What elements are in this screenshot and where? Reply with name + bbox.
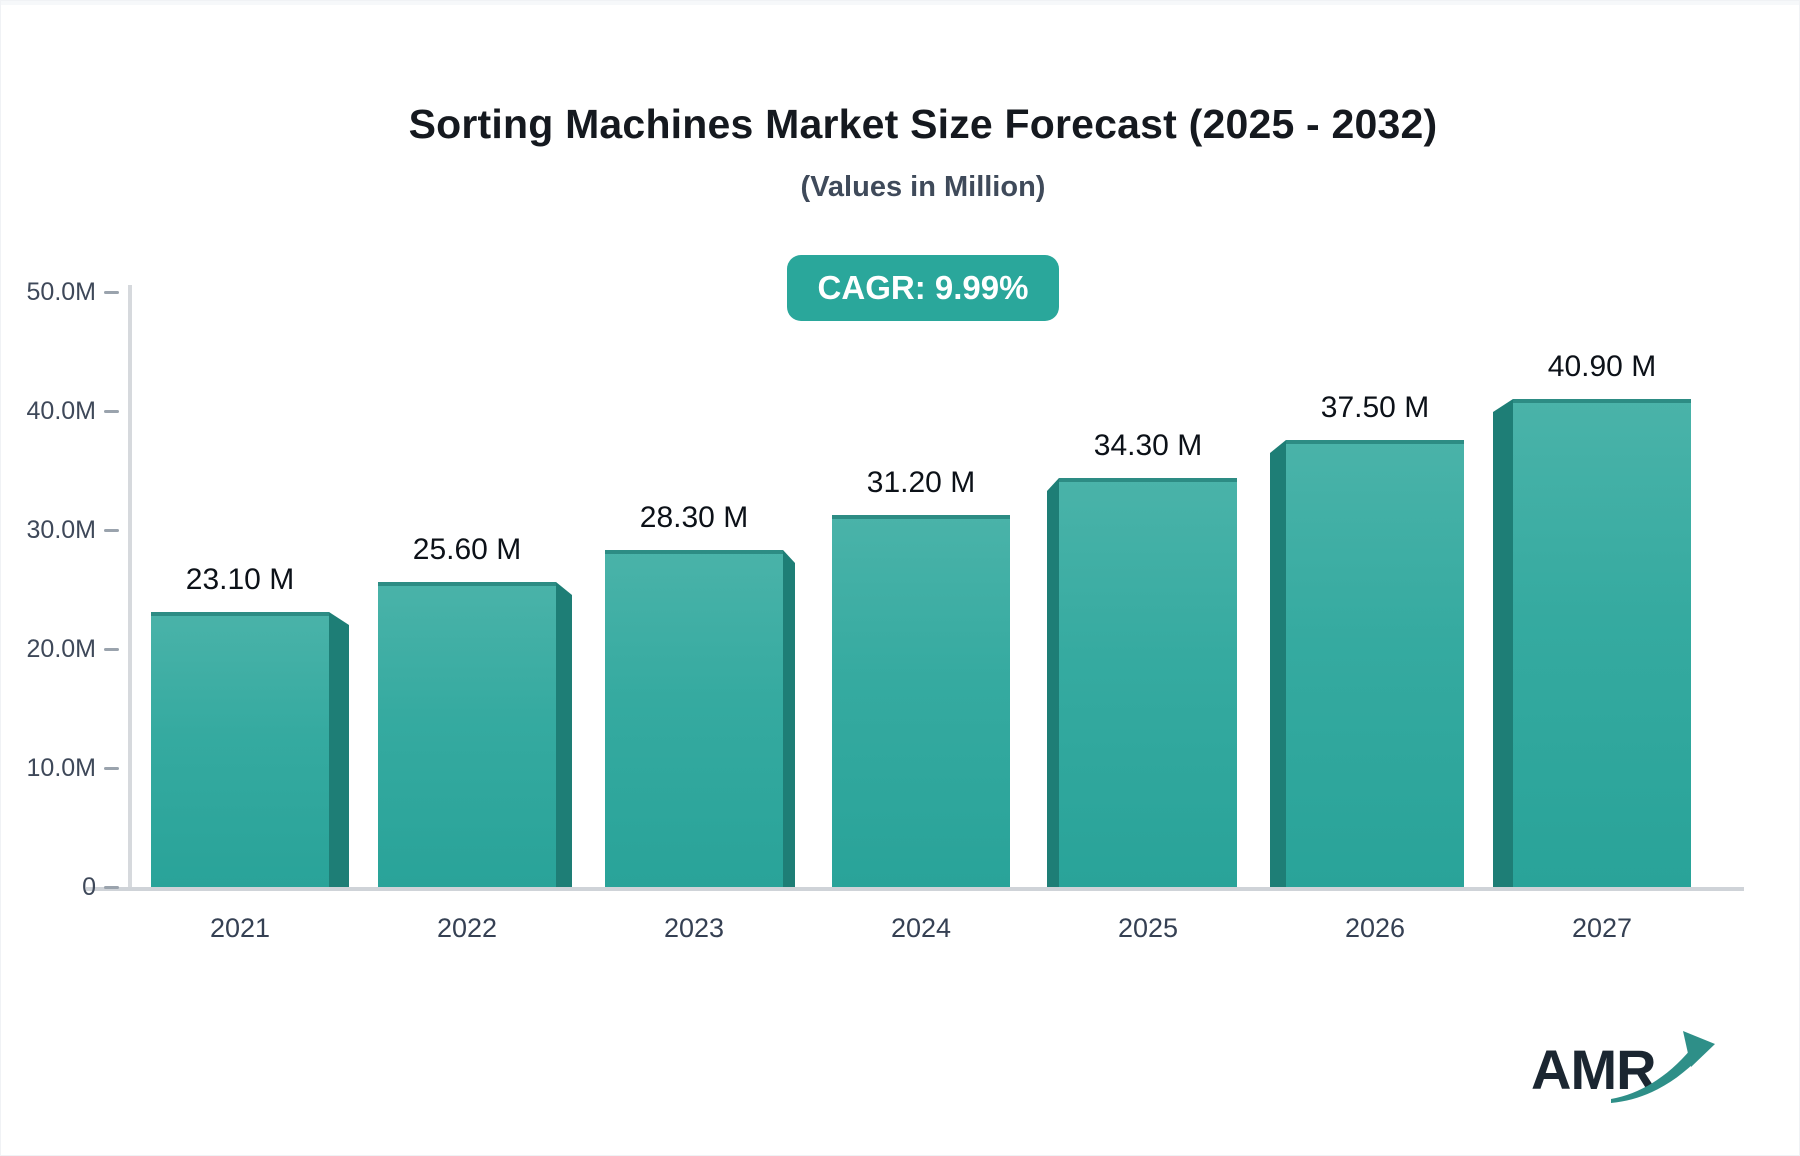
y-tick-dash	[104, 410, 119, 413]
y-tick-dash	[104, 767, 119, 770]
y-tick-dash	[104, 529, 119, 532]
bar-value-label-2021: 23.10 M	[185, 563, 295, 596]
bar-2026	[1286, 440, 1464, 887]
bar-2022	[378, 582, 556, 887]
x-tick-label-2023: 2023	[663, 913, 725, 943]
bar-top-edge-2021	[151, 612, 329, 616]
x-tick-label-2021: 2021	[209, 913, 271, 943]
bar-2027	[1513, 399, 1691, 887]
bar-2025	[1059, 478, 1237, 887]
y-tick-label-10.0M: 10.0M	[26, 754, 96, 782]
bar-value-label-2026: 37.50 M	[1320, 391, 1430, 424]
bar-2027-side-face	[1493, 399, 1513, 887]
y-axis-line	[128, 285, 132, 891]
bar-value-label-2027: 40.90 M	[1547, 350, 1657, 383]
bar-2026-side-face	[1270, 440, 1286, 887]
bar-value-label-2022: 25.60 M	[412, 533, 522, 566]
bar-top-edge-2022	[378, 582, 556, 586]
y-tick-label-30.0M: 30.0M	[26, 516, 96, 544]
x-tick-label-2026: 2026	[1344, 913, 1406, 943]
bar-top-edge-2025	[1059, 478, 1237, 482]
bar-2022-side-face	[556, 582, 572, 887]
bar-2023-side-face	[783, 550, 795, 887]
x-tick-label-2022: 2022	[436, 913, 498, 943]
y-tick-label-40.0M: 40.0M	[26, 397, 96, 425]
y-tick-label-0: 0	[82, 873, 96, 901]
cagr-badge-wrap: CAGR: 9.99%	[47, 255, 1799, 321]
chart-subtitle: (Values in Million)	[800, 171, 1046, 203]
bar-2021	[151, 612, 329, 887]
x-axis-baseline	[86, 887, 1744, 891]
x-tick-label-2027: 2027	[1571, 913, 1633, 943]
y-tick-dash	[104, 886, 119, 889]
bar-2025-side-face	[1047, 478, 1059, 887]
y-tick-dash	[104, 291, 119, 294]
bar-top-edge-2023	[605, 550, 783, 554]
growth-arrow-icon	[1611, 1031, 1715, 1103]
x-tick-label-2024: 2024	[890, 913, 952, 943]
bar-value-label-2024: 31.20 M	[866, 466, 976, 499]
page-top-edge	[1, 1, 1799, 5]
bar-value-label-2025: 34.30 M	[1093, 429, 1203, 462]
y-tick-dash	[104, 648, 119, 651]
bar-top-edge-2024	[832, 515, 1010, 519]
y-tick-label-50.0M: 50.0M	[26, 278, 96, 306]
amr-logo-text: AMR	[1531, 1038, 1657, 1101]
bar-2023	[605, 550, 783, 887]
bar-value-label-2023: 28.30 M	[639, 501, 749, 534]
x-tick-label-2025: 2025	[1117, 913, 1179, 943]
bar-2021-side-face	[329, 612, 349, 887]
y-tick-label-20.0M: 20.0M	[26, 635, 96, 663]
cagr-badge: CAGR: 9.99%	[786, 255, 1060, 321]
chart-title: Sorting Machines Market Size Forecast (2…	[408, 101, 1438, 147]
bar-2024	[832, 515, 1010, 887]
bar-top-edge-2027	[1513, 399, 1691, 403]
bar-top-edge-2026	[1286, 440, 1464, 444]
